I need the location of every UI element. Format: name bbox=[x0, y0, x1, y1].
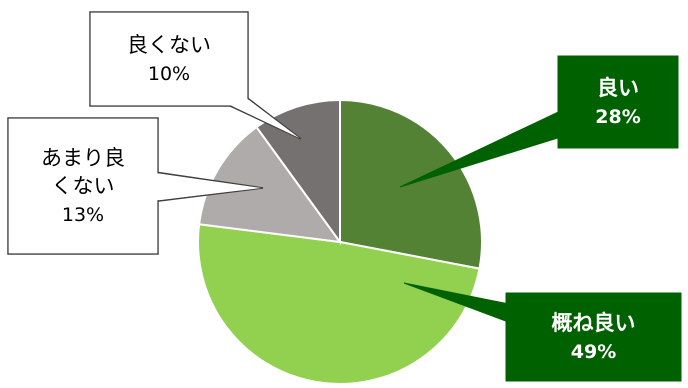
callout-value: 28% bbox=[595, 106, 640, 128]
callout-not-good: 良くない 10% bbox=[89, 11, 302, 140]
callout-label: 良くない bbox=[127, 33, 211, 57]
callout-value: 13% bbox=[62, 204, 104, 226]
pie-slice-not-good bbox=[255, 98, 341, 246]
callout-label: 良い bbox=[597, 76, 639, 100]
callout-label: 概ね良い bbox=[552, 311, 636, 335]
callout-box bbox=[557, 55, 679, 149]
callout-label: あまり良 bbox=[41, 146, 125, 170]
pie-slice-good bbox=[339, 98, 483, 270]
callout-box bbox=[505, 292, 682, 382]
pie-slices bbox=[197, 98, 483, 385]
callout-label: くない bbox=[52, 174, 115, 198]
callout-mostly-good: 概ね良い 49% bbox=[403, 282, 682, 382]
callout-value: 10% bbox=[148, 63, 190, 85]
pie-slice-mostly-good bbox=[197, 223, 481, 385]
callout-box-fill bbox=[8, 118, 158, 254]
callout-value: 49% bbox=[571, 341, 616, 363]
pie-slice-not-very-good bbox=[198, 125, 343, 244]
callout-good: 良い 28% bbox=[399, 55, 679, 188]
callout-box-fill bbox=[90, 12, 248, 106]
